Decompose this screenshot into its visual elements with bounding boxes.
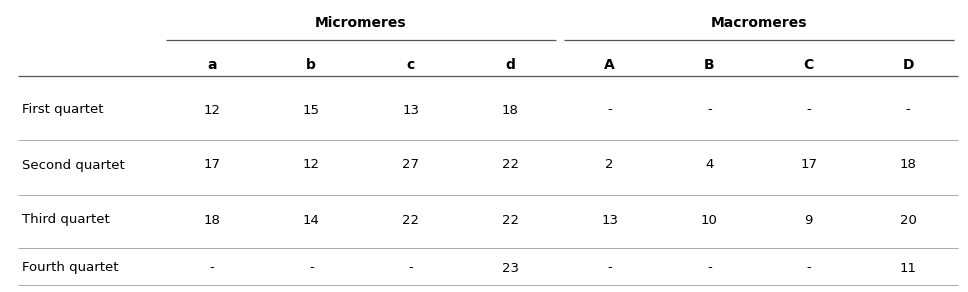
Text: 11: 11 bbox=[899, 262, 917, 274]
Text: 12: 12 bbox=[303, 159, 319, 171]
Text: 18: 18 bbox=[501, 103, 519, 117]
Text: C: C bbox=[803, 58, 814, 72]
Text: D: D bbox=[902, 58, 914, 72]
Text: 15: 15 bbox=[303, 103, 319, 117]
Text: -: - bbox=[209, 262, 214, 274]
Text: 22: 22 bbox=[403, 213, 419, 227]
Text: -: - bbox=[408, 262, 413, 274]
Text: First quartet: First quartet bbox=[22, 103, 104, 117]
Text: -: - bbox=[806, 262, 811, 274]
Text: 13: 13 bbox=[601, 213, 619, 227]
Text: 18: 18 bbox=[203, 213, 220, 227]
Text: 17: 17 bbox=[203, 159, 221, 171]
Text: a: a bbox=[207, 58, 217, 72]
Text: 2: 2 bbox=[606, 159, 614, 171]
Text: -: - bbox=[707, 103, 711, 117]
Text: -: - bbox=[806, 103, 811, 117]
Text: 4: 4 bbox=[705, 159, 713, 171]
Text: -: - bbox=[607, 103, 612, 117]
Text: 12: 12 bbox=[203, 103, 221, 117]
Text: B: B bbox=[704, 58, 714, 72]
Text: 9: 9 bbox=[804, 213, 813, 227]
Text: 20: 20 bbox=[900, 213, 917, 227]
Text: 22: 22 bbox=[501, 159, 519, 171]
Text: b: b bbox=[306, 58, 317, 72]
Text: -: - bbox=[309, 262, 314, 274]
Text: -: - bbox=[906, 103, 911, 117]
Text: 17: 17 bbox=[801, 159, 817, 171]
Text: 18: 18 bbox=[900, 159, 917, 171]
Text: d: d bbox=[505, 58, 515, 72]
Text: Macromeres: Macromeres bbox=[711, 16, 807, 30]
Text: -: - bbox=[607, 262, 612, 274]
Text: Fourth quartet: Fourth quartet bbox=[22, 262, 118, 274]
Text: c: c bbox=[407, 58, 415, 72]
Text: 23: 23 bbox=[501, 262, 519, 274]
Text: 13: 13 bbox=[403, 103, 419, 117]
Text: Third quartet: Third quartet bbox=[22, 213, 109, 227]
Text: -: - bbox=[707, 262, 711, 274]
Text: 14: 14 bbox=[303, 213, 319, 227]
Text: 22: 22 bbox=[501, 213, 519, 227]
Text: Micromeres: Micromeres bbox=[316, 16, 407, 30]
Text: 10: 10 bbox=[701, 213, 717, 227]
Text: 27: 27 bbox=[403, 159, 419, 171]
Text: A: A bbox=[604, 58, 615, 72]
Text: Second quartet: Second quartet bbox=[22, 159, 125, 171]
